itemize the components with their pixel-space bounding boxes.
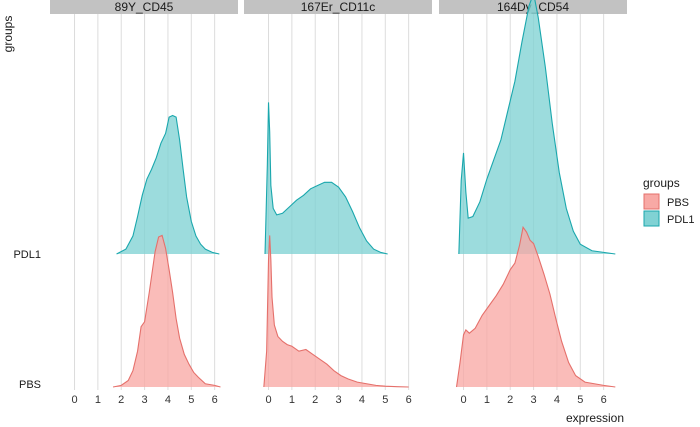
x-axis-title: expression	[566, 411, 624, 425]
legend-label-pdl1: PDL1	[667, 214, 695, 226]
x-tick-label-164dy-cd54-3: 3	[531, 394, 537, 406]
legend-key-pbs	[643, 193, 660, 210]
density-line-164dy-cd54-pdl1	[458, 0, 616, 255]
y-axis: PDL1 PBS groups	[1, 16, 41, 391]
x-tick-label-89y-cd45-0: 0	[71, 394, 77, 406]
density-area-89y-cd45-pdl1	[50, 115, 238, 254]
x-tick-label-164dy-cd54-6: 6	[601, 394, 607, 406]
y-tick-label-pbs: PBS	[19, 379, 41, 391]
density-line-164dy-cd54-pbs	[455, 225, 616, 388]
legend: groups PBS PDL1	[643, 176, 695, 227]
legend-label-pbs: PBS	[667, 197, 689, 209]
x-tick-label-89y-cd45-1: 1	[95, 394, 101, 406]
facet-panels: 89Y_CD450123456167Er_CD11c0123456164Dy_C…	[50, 0, 627, 406]
x-tick-label-167er-cd11c-5: 5	[382, 394, 388, 406]
panel-89y-cd45: 89Y_CD45 0 1 2 3 4 5 6	[50, 0, 238, 406]
x-tick-label-167er-cd11c-2: 2	[312, 394, 318, 406]
x-tick-label-167er-cd11c-3: 3	[336, 394, 342, 406]
density-line-89y-cd45-pbs	[112, 234, 221, 388]
x-tick-label-164dy-cd54-1: 1	[484, 394, 490, 406]
panel-164dy-cd54: 164Dy_CD540123456	[439, 0, 627, 406]
x-tick-label-167er-cd11c-1: 1	[289, 394, 295, 406]
density-area-164dy-cd54-pbs	[439, 227, 627, 387]
density-line-167er-cd11c-pbs	[263, 235, 409, 388]
x-tick-label-164dy-cd54-2: 2	[507, 394, 513, 406]
density-area-164dy-cd54-pdl1	[439, 0, 627, 254]
y-axis-title: groups	[1, 16, 15, 53]
panel-167er-cd11c: 167Er_CD11c 0 1 2 3 4 5 6	[244, 0, 432, 406]
x-tick-label-89y-cd45-6: 6	[212, 394, 218, 406]
density-line-89y-cd45-pdl1	[116, 114, 220, 255]
legend-key-pdl1	[643, 210, 660, 227]
x-tick-label-164dy-cd54-4: 4	[554, 394, 560, 406]
y-tick-label-pdl1: PDL1	[13, 249, 41, 261]
x-tick-label-164dy-cd54-0: 0	[460, 394, 466, 406]
x-tick-label-89y-cd45-5: 5	[188, 394, 194, 406]
density-line-167er-cd11c-pdl1	[264, 102, 388, 255]
density-area-167er-cd11c-pbs	[244, 235, 432, 387]
density-area-89y-cd45-pbs	[50, 235, 238, 387]
x-tick-label-167er-cd11c-6: 6	[406, 394, 412, 406]
x-tick-label-167er-cd11c-4: 4	[359, 394, 365, 406]
x-tick-label-89y-cd45-4: 4	[165, 394, 171, 406]
strip-167er-cd11c	[244, 0, 432, 14]
x-tick-label-89y-cd45-2: 2	[118, 394, 124, 406]
strip-89y-cd45	[50, 0, 238, 14]
legend-title: groups	[643, 176, 680, 190]
density-area-167er-cd11c-pdl1	[244, 102, 432, 254]
x-tick-label-89y-cd45-3: 3	[142, 394, 148, 406]
strip-label-89y-cd45: 89Y_CD45	[115, 0, 174, 14]
x-tick-label-167er-cd11c-0: 0	[265, 394, 271, 406]
strip-label-167er-cd11c: 167Er_CD11c	[301, 0, 375, 14]
x-tick-label-164dy-cd54-5: 5	[577, 394, 583, 406]
